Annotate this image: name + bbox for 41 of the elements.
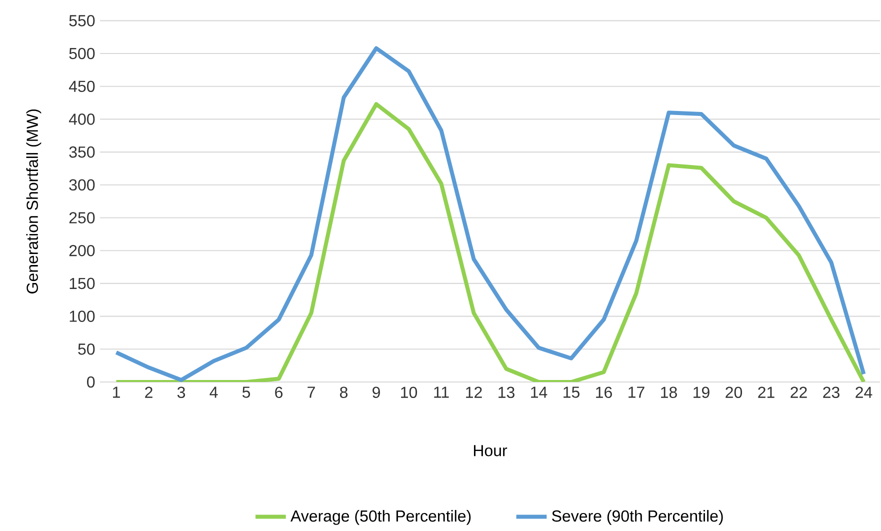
- y-tick-label: 300: [69, 179, 95, 191]
- x-tick-label: 17: [628, 386, 644, 398]
- line-series: [114, 46, 866, 382]
- y-axis-title: Generation Shortfall (MW): [26, 109, 42, 294]
- x-tick-label: 12: [466, 386, 482, 398]
- y-tick-label: 400: [68, 114, 95, 125]
- x-tick-label: 22: [790, 386, 807, 398]
- y-tick-label: 50: [78, 343, 95, 355]
- x-tick-label: 15: [564, 386, 580, 398]
- x-tick-label: 21: [758, 386, 774, 398]
- y-tick-label: 350: [69, 146, 95, 158]
- y-tick-label: 150: [70, 278, 95, 290]
- x-tick-label: 16: [596, 386, 612, 398]
- x-tick-label: 4: [210, 386, 218, 398]
- x-tick-label: 13: [498, 386, 514, 398]
- y-tick-label: 250: [69, 212, 95, 224]
- y-tick-label: 0: [87, 376, 95, 388]
- x-tick-label: 11: [434, 386, 449, 398]
- x-tick-label: 10: [401, 386, 418, 398]
- x-tick-label: 5: [242, 386, 250, 398]
- x-tick-label: 18: [661, 386, 677, 398]
- x-tick-label: 6: [275, 386, 283, 398]
- y-tick-label: 450: [68, 80, 95, 92]
- x-tick-label: 3: [177, 386, 186, 398]
- y-tick-label: 200: [69, 244, 95, 256]
- x-tick-label: 14: [531, 386, 548, 398]
- x-tick-label: 9: [372, 386, 380, 398]
- y-tick-label: 500: [69, 48, 95, 60]
- x-tick-label: 23: [823, 386, 840, 398]
- x-tick-label: 7: [308, 386, 315, 398]
- x-tick-label: 8: [340, 386, 348, 398]
- x-tick-label: 1: [113, 386, 120, 398]
- legend-label: Average (50th Percentile): [290, 510, 471, 525]
- x-tick-label: 20: [726, 386, 742, 398]
- x-tick-label: 19: [694, 386, 710, 398]
- y-tick-label: 100: [70, 310, 95, 322]
- x-axis-title: Hour: [474, 445, 508, 456]
- y-tick-label: 550: [69, 15, 95, 26]
- x-tick-label: 2: [145, 386, 152, 398]
- x-tick-label: 24: [856, 386, 872, 398]
- legend-label: Severe (90th Percentile): [552, 510, 723, 525]
